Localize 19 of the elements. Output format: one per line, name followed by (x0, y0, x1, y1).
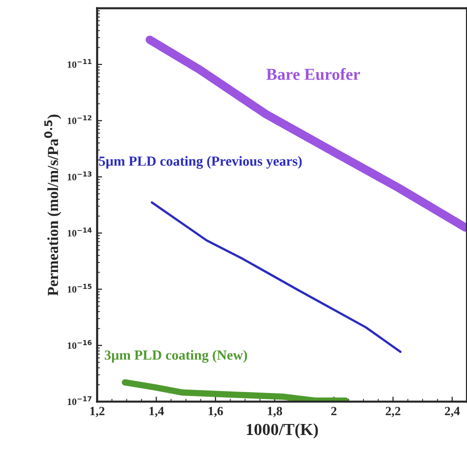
x-tick-label: 1,4 (150, 406, 164, 418)
x-tick-label: 1,8 (268, 406, 282, 418)
x-tick-label: 2,2 (386, 406, 400, 418)
x-tick-label: 2 (331, 406, 336, 416)
y-tick-label: 10$^{−14}$ (68, 228, 92, 236)
x-axis-title: 1000/T(K) (246, 423, 318, 438)
y-tick-label: 10$^{−16}$ (68, 340, 92, 349)
y-tick-label: 10$^{−17}$ (68, 396, 92, 406)
text: 3µm PLD coating (New) (104, 350, 248, 363)
y-tick-label: 10$^{−15}$ (68, 284, 92, 293)
text: 5µm PLD coating (Previous years) (99, 156, 302, 169)
x-tick-label: 2,4 (444, 406, 460, 418)
y-tick-label: 10$^{−12}$ (68, 115, 92, 124)
y-axis-title: Permeation (mol/m/s/Pa$^{0.5}$) (44, 114, 62, 296)
x-tick-label: 1,6 (208, 406, 223, 418)
y-tick-label: 10$^{−11}$ (68, 59, 92, 68)
x-tick-label: 1,2 (90, 406, 104, 418)
y-tick-label: 10$^{−13}$ (68, 171, 92, 180)
series-label: Bare Eurofer (266, 68, 360, 80)
